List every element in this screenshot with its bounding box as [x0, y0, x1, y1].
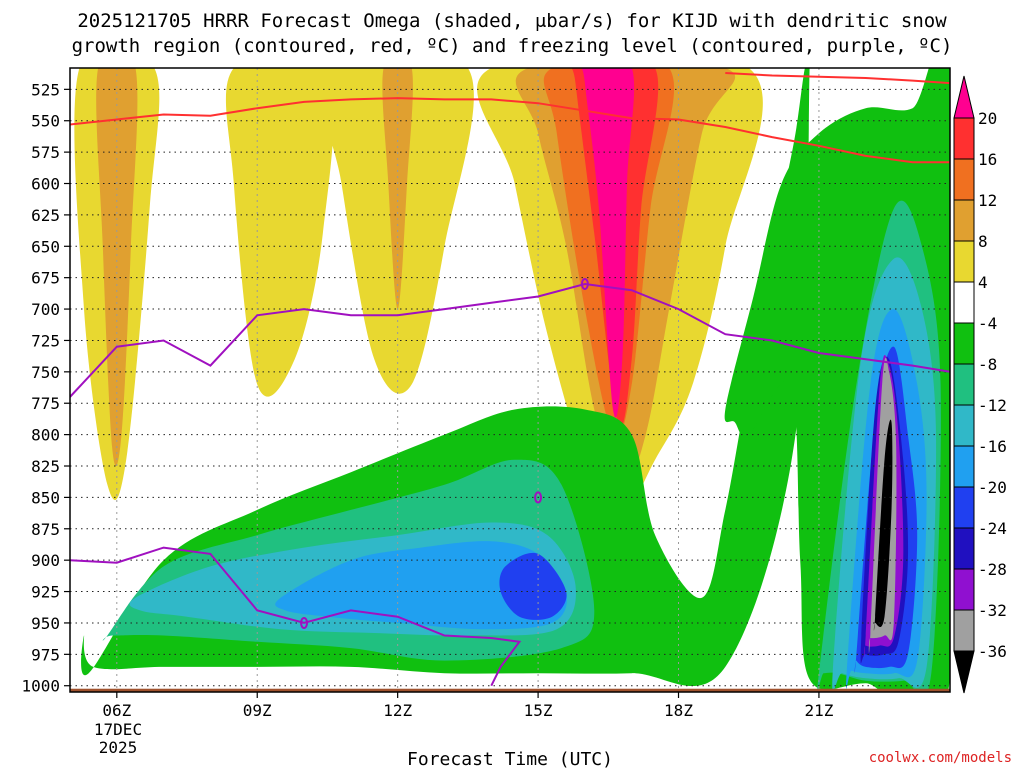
- colorbar-swatch: [953, 527, 975, 570]
- colorbar-label: 4: [978, 273, 988, 292]
- colorbar-cap-top: [953, 75, 975, 119]
- colorbar-label: -16: [978, 437, 1007, 456]
- y-tick-label: 650: [31, 237, 60, 256]
- colorbar-label: -4: [978, 314, 997, 333]
- ground-surface: [70, 688, 950, 692]
- date-label-year: 2025: [99, 738, 138, 757]
- x-tick-label: 18Z: [664, 701, 693, 720]
- y-tick-label: 775: [31, 394, 60, 413]
- dgz-top-line: [70, 97, 950, 164]
- x-tick-label: 21Z: [804, 701, 833, 720]
- colorbar-swatch: [953, 281, 975, 324]
- colorbar-swatch: [953, 609, 975, 652]
- x-tick-label: 15Z: [524, 701, 553, 720]
- y-tick-label: 825: [31, 457, 60, 476]
- omega-contour-region-pos20: [581, 68, 635, 418]
- y-tick-label: 600: [31, 175, 60, 194]
- y-tick-label: 525: [31, 80, 60, 99]
- colorbar-label: -12: [978, 396, 1007, 415]
- colorbar-label: -36: [978, 642, 1007, 661]
- y-tick-label: 800: [31, 426, 60, 445]
- x-axis-title: Forecast Time (UTC): [407, 749, 613, 768]
- colorbar-swatch: [953, 117, 975, 160]
- colorbar-swatch: [953, 363, 975, 406]
- y-tick-label: 575: [31, 143, 60, 162]
- y-tick-label: 900: [31, 551, 60, 570]
- colorbar-label: -8: [978, 355, 997, 374]
- colorbar-swatch: [953, 568, 975, 611]
- colorbar-label: -20: [978, 478, 1007, 497]
- omega-contour-region-neg16: [275, 541, 567, 630]
- y-tick-label: 550: [31, 112, 60, 131]
- colorbar-swatch: [953, 322, 975, 365]
- y-tick-label: 700: [31, 300, 60, 319]
- colorbar-swatch: [953, 486, 975, 529]
- colorbar-swatch: [953, 158, 975, 201]
- freezing-level-line: [70, 282, 950, 398]
- colorbar-label: 12: [978, 191, 997, 210]
- x-tick-label: 06Z: [102, 701, 131, 720]
- colorbar-swatch: [953, 199, 975, 242]
- omega-contour-region-neg36: [873, 419, 893, 631]
- y-tick-label: 950: [31, 614, 60, 633]
- y-tick-label: 875: [31, 520, 60, 539]
- colorbar-swatch: [953, 404, 975, 447]
- omega-contour-region-pos4: [225, 68, 334, 397]
- y-tick-label: 1000: [21, 677, 60, 696]
- plot-frame: [69, 67, 951, 693]
- y-tick-label: 625: [31, 206, 60, 225]
- date-label-day: 17DEC: [94, 720, 142, 739]
- y-tick-label: 925: [31, 583, 60, 602]
- x-tick-label: 09Z: [243, 701, 272, 720]
- credit-link[interactable]: coolwx.com/models: [869, 750, 1012, 766]
- y-tick-label: 750: [31, 363, 60, 382]
- chart-title-line-2: growth region (contoured, red, ºC) and f…: [72, 35, 953, 57]
- chart-title-line-1: 2025121705 HRRR Forecast Omega (shaded, …: [77, 10, 947, 32]
- freezing-zero-marker: [300, 616, 309, 629]
- y-tick-label: 850: [31, 488, 60, 507]
- colorbar-label: -24: [978, 519, 1007, 538]
- y-tick-label: 975: [31, 645, 60, 664]
- colorbar-swatch: [953, 240, 975, 283]
- omega-contour-region-neg4: [81, 68, 810, 686]
- freezing-zero-marker: [580, 277, 589, 290]
- colorbar-label: 20: [978, 109, 997, 128]
- plot-area: 525 550 575 600 625 650 675 700 725 750 775 800 825 8…: [21, 67, 951, 720]
- y-tick-label: 725: [31, 331, 60, 350]
- freezing-zero-marker: [534, 491, 543, 504]
- colorbar-cap-bottom: [953, 650, 975, 694]
- omega-contour-region-neg20: [499, 552, 567, 620]
- dgz-bottom-line: [725, 72, 950, 85]
- freezing-level-low-line: [70, 546, 522, 687]
- colorbar-label: 8: [978, 232, 988, 251]
- colorbar-label: -28: [978, 560, 1007, 579]
- x-tick-label: 12Z: [383, 701, 412, 720]
- colorbar-label: 16: [978, 150, 997, 169]
- colorbar-swatch: [953, 445, 975, 488]
- colorbar-label: -32: [978, 601, 1007, 620]
- y-tick-label: 675: [31, 269, 60, 288]
- colorbar: 20 16 12 8 4 -4 -8 -12 -16 -20 -24 -28 -32 -36: [953, 75, 1007, 694]
